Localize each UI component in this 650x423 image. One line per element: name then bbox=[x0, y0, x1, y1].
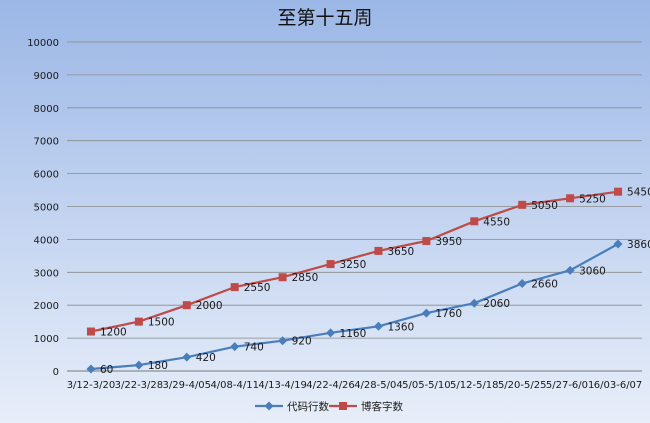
legend-label: 代码行数 bbox=[287, 400, 329, 413]
y-tick-label: 4000 bbox=[34, 235, 59, 246]
data-point bbox=[86, 327, 95, 336]
gridlines bbox=[67, 41, 642, 339]
data-point bbox=[278, 273, 287, 282]
data-label: 420 bbox=[196, 352, 216, 364]
data-label: 3650 bbox=[387, 246, 414, 258]
x-tick-label: 3/12-3/20 bbox=[67, 380, 116, 391]
y-tick-label: 3000 bbox=[34, 268, 59, 279]
x-tick-label: 4/22-4/26 bbox=[306, 380, 355, 391]
data-point bbox=[86, 364, 96, 374]
y-tick-label: 1000 bbox=[34, 334, 59, 345]
data-point bbox=[326, 328, 336, 338]
legend-label: 博客字数 bbox=[361, 400, 403, 413]
axes: 0 1000 2000 3000 4000 5000 6000 7000 8000 9000 100… bbox=[27, 38, 642, 391]
x-tick-label: 3/22-3/28 bbox=[115, 380, 164, 391]
data-label: 5450 bbox=[627, 187, 650, 199]
data-label: 740 bbox=[244, 342, 264, 354]
data-label: 1500 bbox=[148, 317, 175, 329]
data-label: 60 bbox=[100, 364, 113, 376]
data-point bbox=[422, 237, 431, 246]
data-point bbox=[134, 360, 144, 370]
data-point bbox=[469, 298, 479, 308]
x-tick-label: 5/12-5/18 bbox=[450, 380, 499, 391]
data-label: 2660 bbox=[531, 278, 558, 290]
y-tick-label: 2000 bbox=[34, 301, 59, 312]
data-point bbox=[517, 278, 527, 288]
data-label: 2060 bbox=[483, 298, 510, 310]
data-label: 4550 bbox=[483, 216, 510, 228]
data-point bbox=[182, 301, 191, 310]
y-tick-label: 0 bbox=[53, 367, 59, 378]
x-tick-label: 4/08-4/11 bbox=[210, 380, 259, 391]
legend: 代码行数 博客字数 bbox=[255, 400, 403, 413]
series-line-0 bbox=[90, 243, 619, 371]
data-point bbox=[278, 336, 288, 346]
x-tick-label: 5/20-5/25 bbox=[498, 380, 547, 391]
series-line-1 bbox=[90, 190, 619, 333]
y-tick-label: 8000 bbox=[34, 104, 59, 115]
x-tick-label: 4/13-4/19 bbox=[258, 380, 307, 391]
data-label: 1360 bbox=[387, 321, 414, 333]
y-tick-label: 6000 bbox=[34, 170, 59, 181]
data-point bbox=[613, 239, 623, 249]
data-point bbox=[518, 200, 527, 209]
legend-marker bbox=[339, 402, 347, 410]
data-label: 2000 bbox=[196, 300, 223, 312]
data-label: 5250 bbox=[579, 193, 606, 205]
legend-marker bbox=[264, 401, 274, 411]
data-point bbox=[326, 260, 335, 269]
y-tick-label: 5000 bbox=[34, 203, 59, 214]
data-point bbox=[230, 342, 240, 352]
data-point bbox=[230, 283, 239, 292]
x-tick-label: 3/29-4/05 bbox=[163, 380, 212, 391]
x-tick-label: 4/28-5/04 bbox=[354, 380, 403, 391]
x-tick-label: 5/05-5/10 bbox=[402, 380, 451, 391]
data-point bbox=[614, 187, 623, 196]
y-tick-label: 10000 bbox=[27, 38, 59, 49]
data-label: 3860 bbox=[627, 239, 650, 251]
data-point bbox=[565, 265, 575, 275]
y-tick-label: 7000 bbox=[34, 137, 59, 148]
data-point bbox=[374, 246, 383, 255]
data-label: 180 bbox=[148, 360, 168, 372]
data-point bbox=[566, 194, 575, 203]
data-point bbox=[470, 217, 479, 226]
data-label: 3060 bbox=[579, 265, 606, 277]
data-label: 3250 bbox=[340, 259, 367, 271]
data-label: 1200 bbox=[100, 327, 127, 339]
series-group bbox=[86, 187, 623, 374]
data-label: 2850 bbox=[292, 272, 319, 284]
data-label: 5050 bbox=[531, 200, 558, 212]
data-point bbox=[421, 308, 431, 318]
data-label: 2550 bbox=[244, 282, 271, 294]
data-label: 920 bbox=[292, 336, 312, 348]
data-label: 1160 bbox=[340, 328, 367, 340]
data-label: 1760 bbox=[435, 308, 462, 320]
y-tick-label: 9000 bbox=[34, 71, 59, 82]
data-point bbox=[134, 317, 143, 326]
chart-title: 至第十五周 bbox=[277, 7, 372, 29]
data-point bbox=[373, 321, 383, 331]
data-labels: 60 180 420 740 920 1160 1360 1760 2060 2660 3060 38… bbox=[100, 187, 650, 376]
data-label: 3950 bbox=[435, 236, 462, 248]
x-tick-label: 5/27-6/01 bbox=[546, 380, 595, 391]
x-tick-label: 6/03-6/07 bbox=[594, 380, 643, 391]
data-point bbox=[182, 352, 192, 362]
